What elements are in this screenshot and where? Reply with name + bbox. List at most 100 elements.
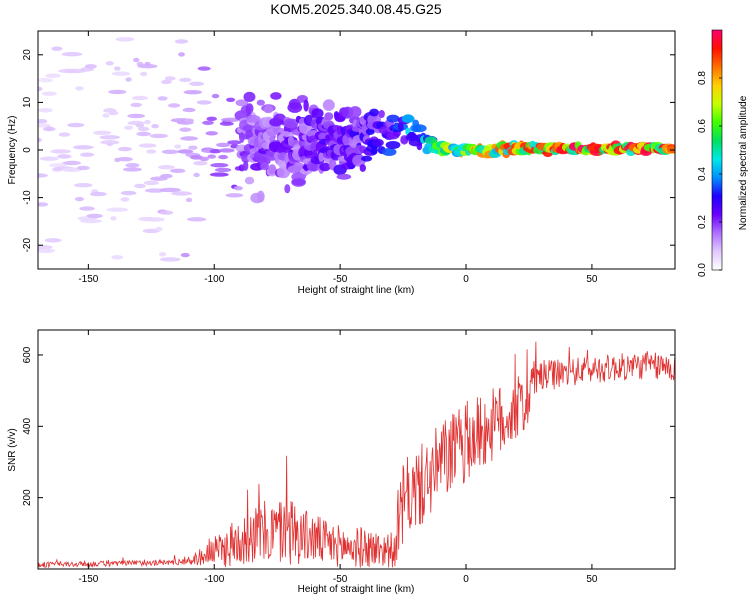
spectrogram-cell — [80, 152, 95, 157]
colorbar-tick-label: 0.4 — [697, 167, 708, 181]
spectrogram-cell — [185, 197, 193, 203]
figure-title: KOM5.2025.340.08.45.G25 — [270, 1, 441, 17]
spectrogram-cell — [178, 52, 185, 57]
spectrogram-cell — [233, 186, 243, 191]
spectrogram-cell — [111, 71, 131, 76]
spectrogram-cell — [205, 131, 218, 136]
spectrogram-cell — [72, 145, 94, 150]
spectrogram-cell — [318, 152, 325, 162]
spectrogram-cell — [144, 61, 151, 67]
spectrogram-cell — [381, 148, 397, 156]
spectrogram-cell — [260, 162, 270, 171]
snr-frame — [37, 329, 676, 570]
y-tick-label: 600 — [22, 346, 33, 363]
spectrogram-cell — [268, 164, 277, 175]
y-tick-label: 0 — [22, 147, 33, 153]
spectrogram-cell — [100, 140, 120, 145]
spectrogram-cell — [164, 76, 176, 81]
snr-panel: -150 -100 -50 0 50 200 400 600 Height of straig… — [7, 329, 676, 595]
spectrogram-cell — [292, 178, 306, 186]
spectrogram-cell — [216, 142, 231, 148]
spectrogram-cell — [131, 95, 149, 101]
y-tick-label: -20 — [22, 238, 33, 253]
x-tick-label: -50 — [333, 574, 348, 585]
spectrogram-cell — [145, 217, 166, 222]
spectrogram-cell — [245, 103, 254, 114]
spectrogram-cell — [120, 197, 130, 202]
spectrogram-cell — [202, 120, 214, 126]
spectrogram-cell — [159, 257, 181, 262]
spectrogram-cell — [58, 132, 71, 137]
spectrogram-cell — [324, 112, 334, 121]
spectrogram-cell — [38, 78, 53, 83]
spectrogram-cell — [39, 156, 59, 161]
spectrogram-cell — [180, 136, 199, 141]
spectrogram-cell — [108, 110, 119, 116]
spectrogram-cell — [158, 252, 167, 257]
spectrogram-cell — [186, 217, 207, 222]
spectrogram-cell — [287, 102, 303, 113]
spectrogram-cells — [38, 37, 675, 262]
spectrogram-cell — [155, 226, 163, 232]
spectrogram-cell — [243, 91, 256, 102]
spectrogram-cell — [76, 165, 90, 171]
snr-ticks: -150 -100 -50 0 50 200 400 600 — [22, 330, 675, 585]
spectrogram-cell — [38, 248, 55, 253]
spectrogram-cell — [348, 106, 362, 118]
spectrogram-cell — [130, 102, 142, 108]
spectrogram-cell — [143, 180, 159, 186]
spectrogram-cell — [401, 114, 415, 123]
spectrogram-cell — [303, 99, 309, 112]
spectrogram-cell — [171, 191, 192, 196]
spectrogram-cell — [220, 117, 241, 123]
spectrogram-cell — [284, 184, 291, 194]
spectrogram-cell — [416, 142, 423, 151]
spectrogram-cell — [197, 66, 211, 71]
colorbar: 0.0 0.2 0.4 0.6 0.8 Normalized spectral ampl… — [697, 29, 749, 277]
spectrogram-cell — [80, 218, 102, 224]
spectrogram-cell — [182, 107, 196, 113]
spectrogram-cell — [188, 145, 198, 150]
spectrogram-cell — [117, 157, 133, 162]
spectrogram-cell — [244, 176, 255, 185]
spectrogram-cell — [386, 114, 400, 123]
spectrogram-cell — [206, 116, 217, 122]
spectrogram-cell — [159, 210, 174, 215]
spectrogram-cell — [44, 238, 62, 243]
spectrogram-cell — [114, 66, 121, 71]
spectrogram-cell — [43, 126, 56, 132]
spectrogram-cell — [108, 89, 127, 95]
colorbar-label: Normalized spectral amplitude — [738, 95, 749, 230]
snr-x-axis-label: Height of straight line (km) — [298, 584, 415, 595]
spectrogram-cell — [38, 86, 43, 92]
spectrogram-cell — [243, 160, 249, 171]
spectrogram-cell — [99, 135, 121, 140]
x-tick-label: -100 — [204, 274, 224, 285]
spectrogram-cell — [270, 92, 282, 100]
spectrogram-cell — [67, 122, 85, 128]
spectrogram-cell — [160, 173, 173, 179]
spectrogram-cell — [127, 113, 146, 119]
spectrogram-cell — [38, 137, 42, 143]
y-tick-label: 20 — [22, 49, 33, 61]
spectrogram-cell — [209, 172, 229, 177]
spectrogram-cell — [207, 154, 216, 159]
x-tick-label: 50 — [586, 274, 598, 285]
spectrogram-cell — [111, 255, 124, 260]
y-tick-label: 200 — [22, 489, 33, 506]
spectrogram-cell — [256, 190, 265, 203]
spectrogram-cell — [276, 166, 291, 179]
spectrogram-cell — [51, 46, 63, 51]
spectrogram-cell — [144, 119, 151, 125]
spectrogram-cell — [38, 202, 49, 207]
spectrogram-cell — [291, 172, 306, 182]
colorbar-gradient — [711, 29, 723, 271]
spectrogram-cell — [90, 191, 107, 197]
spectrogram-cell — [211, 93, 220, 99]
spectrogram-y-axis-label: Frequency (Hz) — [7, 116, 18, 185]
spectrogram-cell — [146, 149, 157, 154]
spectrogram-cell — [183, 90, 202, 95]
spectrogram-cell — [311, 108, 324, 119]
spectrogram-cell — [137, 126, 150, 132]
